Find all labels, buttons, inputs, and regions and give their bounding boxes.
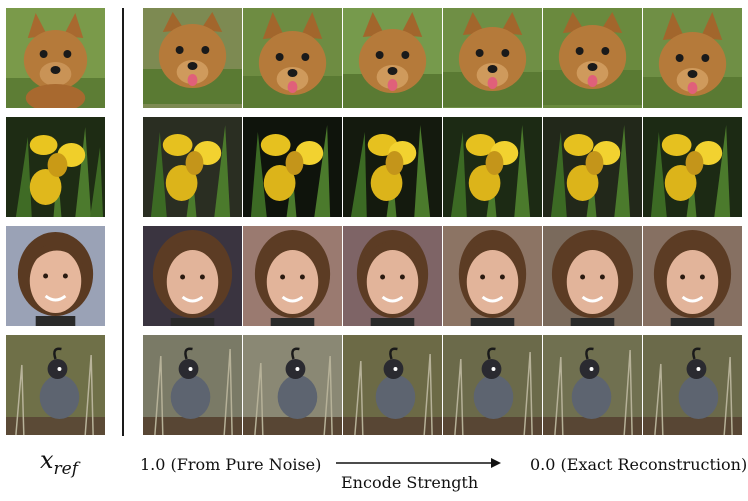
generated-image-dog-3 <box>343 8 442 108</box>
caption-center: Encode Strength <box>341 473 479 492</box>
reference-image-person <box>6 226 105 326</box>
generated-image-dog-2 <box>243 8 342 108</box>
generated-image-quail-1 <box>143 335 242 435</box>
reference-label: xref <box>40 446 79 479</box>
encode-arrow-icon <box>336 458 501 468</box>
caption-right: 0.0 (Exact Reconstruction) <box>530 455 748 474</box>
generated-image-quail-5 <box>543 335 642 435</box>
generated-image-dog-5 <box>543 8 642 108</box>
generated-image-quail-6 <box>643 335 742 435</box>
generated-image-person-2 <box>243 226 342 326</box>
generated-image-dog-4 <box>443 8 542 108</box>
reference-image-quail <box>6 335 105 435</box>
generated-image-person-4 <box>443 226 542 326</box>
caption-left: 1.0 (From Pure Noise) <box>140 455 322 474</box>
generated-image-dog-6 <box>643 8 742 108</box>
reference-image-dog <box>6 8 105 108</box>
generated-image-quail-2 <box>243 335 342 435</box>
generated-image-iris-3 <box>343 117 442 217</box>
generated-image-quail-3 <box>343 335 442 435</box>
generated-image-quail-4 <box>443 335 542 435</box>
generated-image-person-5 <box>543 226 642 326</box>
generated-image-person-1 <box>143 226 242 326</box>
generated-image-iris-2 <box>243 117 342 217</box>
generated-image-person-6 <box>643 226 742 326</box>
generated-image-person-3 <box>343 226 442 326</box>
column-divider <box>122 8 124 436</box>
reference-image-iris <box>6 117 105 217</box>
generated-image-dog-1 <box>143 8 242 108</box>
generated-image-iris-5 <box>543 117 642 217</box>
generated-image-iris-4 <box>443 117 542 217</box>
generated-image-iris-6 <box>643 117 742 217</box>
generated-image-iris-1 <box>143 117 242 217</box>
